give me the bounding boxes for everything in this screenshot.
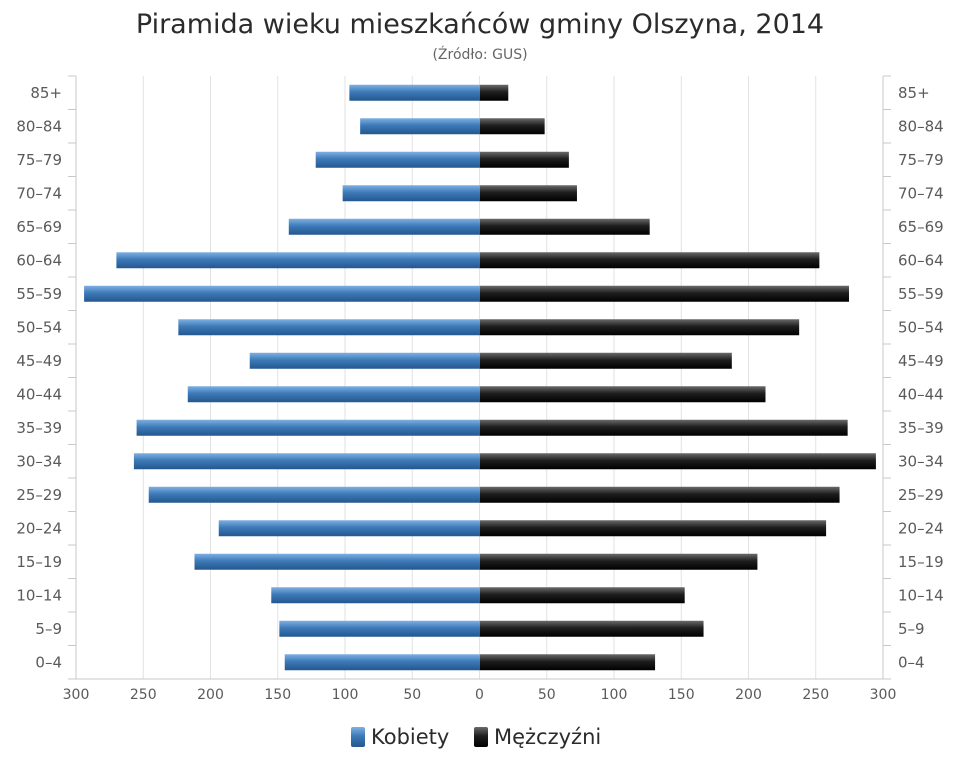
axes (68, 75, 891, 680)
bar-kobiety (249, 352, 480, 369)
bar-mezczyzni (480, 453, 876, 470)
category-label: 80–84 (16, 117, 62, 135)
bar-mezczyzni (480, 185, 577, 202)
bar-kobiety (349, 84, 480, 101)
category-label: 40–44 (898, 385, 944, 403)
bar-kobiety (194, 553, 481, 570)
category-label: 65–69 (898, 218, 944, 236)
bar-mezczyzni (480, 587, 685, 604)
chart-subtitle: (Źródło: GUS) (432, 45, 527, 63)
chart-title: Piramida wieku mieszkańców gminy Olszyna… (136, 9, 824, 40)
category-label: 30–34 (16, 452, 62, 470)
x-tick-labels: 300 250 200 150 100 50 0 50 100 150 200 250 300 (63, 687, 897, 703)
category-label: 80–84 (898, 117, 944, 135)
x-tick-label: 50 (538, 687, 556, 703)
bar-kobiety (148, 486, 480, 503)
category-label: 65–69 (16, 218, 62, 236)
bar-mezczyzni (480, 352, 732, 369)
bar-kobiety (342, 185, 480, 202)
category-label: 20–24 (16, 519, 62, 537)
bars (84, 84, 876, 671)
category-label: 5–9 (35, 620, 62, 638)
legend: Kobiety Mężczyźni (351, 725, 601, 749)
bar-kobiety (136, 419, 480, 436)
bar-mezczyzni (480, 620, 704, 637)
x-tick-label: 150 (668, 687, 695, 703)
category-labels-left: 85+ 80–84 75–79 70–74 65–69 60–64 55–59 50–54 45… (16, 84, 62, 672)
category-label: 10–14 (16, 586, 62, 604)
x-tick-label: 150 (264, 687, 291, 703)
bar-kobiety (178, 319, 480, 336)
category-label: 55–59 (898, 285, 944, 303)
bar-mezczyzni (480, 520, 827, 537)
category-label: 35–39 (16, 419, 62, 437)
legend-label-kobiety: Kobiety (371, 725, 449, 749)
bar-mezczyzni (480, 386, 766, 403)
bar-mezczyzni (480, 151, 569, 168)
category-label: 5–9 (898, 620, 925, 638)
bar-kobiety (133, 453, 480, 470)
bar-kobiety (116, 252, 481, 269)
category-label: 75–79 (898, 151, 944, 169)
bar-kobiety (279, 620, 480, 637)
category-label: 0–4 (898, 653, 925, 671)
category-label: 0–4 (35, 653, 62, 671)
bar-mezczyzni (480, 419, 848, 436)
category-label: 85+ (898, 84, 930, 102)
category-label: 75–79 (16, 151, 62, 169)
bar-kobiety (288, 218, 480, 235)
bar-mezczyzni (480, 319, 800, 336)
bar-mezczyzni (480, 84, 509, 101)
category-label: 70–74 (16, 184, 62, 202)
bar-mezczyzni (480, 218, 650, 235)
x-tick-label: 0 (475, 687, 484, 703)
category-label: 50–54 (898, 318, 944, 336)
bar-mezczyzni (480, 252, 820, 269)
category-labels-right: 85+ 80–84 75–79 70–74 65–69 60–64 55–59 50–54 45… (898, 84, 944, 672)
category-label: 45–49 (898, 352, 944, 370)
bar-kobiety (315, 151, 480, 168)
bar-kobiety (187, 386, 481, 403)
x-tick-label: 250 (130, 687, 157, 703)
bar-mezczyzni (480, 486, 840, 503)
category-label: 55–59 (16, 285, 62, 303)
bar-kobiety (284, 654, 480, 671)
category-label: 15–19 (898, 553, 944, 571)
category-label: 20–24 (898, 519, 944, 537)
bar-kobiety (84, 285, 480, 302)
bar-kobiety (271, 587, 480, 604)
x-tick-label: 50 (403, 687, 421, 703)
bar-kobiety (218, 520, 480, 537)
legend-label-mezczyzni: Mężczyźni (494, 725, 601, 749)
category-label: 70–74 (898, 184, 944, 202)
bar-mezczyzni (480, 285, 849, 302)
legend-swatch-mezczyzni (474, 727, 488, 747)
category-label: 30–34 (898, 452, 944, 470)
x-tick-label: 300 (63, 687, 90, 703)
category-label: 85+ (30, 84, 62, 102)
category-label: 60–64 (898, 251, 944, 269)
legend-swatch-kobiety (351, 727, 365, 747)
bar-kobiety (360, 118, 480, 135)
bar-mezczyzni (480, 118, 545, 135)
x-tick-label: 250 (802, 687, 829, 703)
category-label: 35–39 (898, 419, 944, 437)
category-label: 50–54 (16, 318, 62, 336)
x-tick-label: 200 (197, 687, 224, 703)
gridlines (142, 76, 817, 679)
category-label: 25–29 (16, 486, 62, 504)
x-tick-label: 200 (735, 687, 762, 703)
category-label: 40–44 (16, 385, 62, 403)
category-label: 60–64 (16, 251, 62, 269)
category-label: 10–14 (898, 586, 944, 604)
category-label: 15–19 (16, 553, 62, 571)
category-label: 45–49 (16, 352, 62, 370)
bar-mezczyzni (480, 553, 758, 570)
bar-mezczyzni (480, 654, 656, 671)
x-tick-label: 100 (332, 687, 359, 703)
category-label: 25–29 (898, 486, 944, 504)
x-tick-label: 100 (601, 687, 628, 703)
x-tick-label: 300 (870, 687, 897, 703)
